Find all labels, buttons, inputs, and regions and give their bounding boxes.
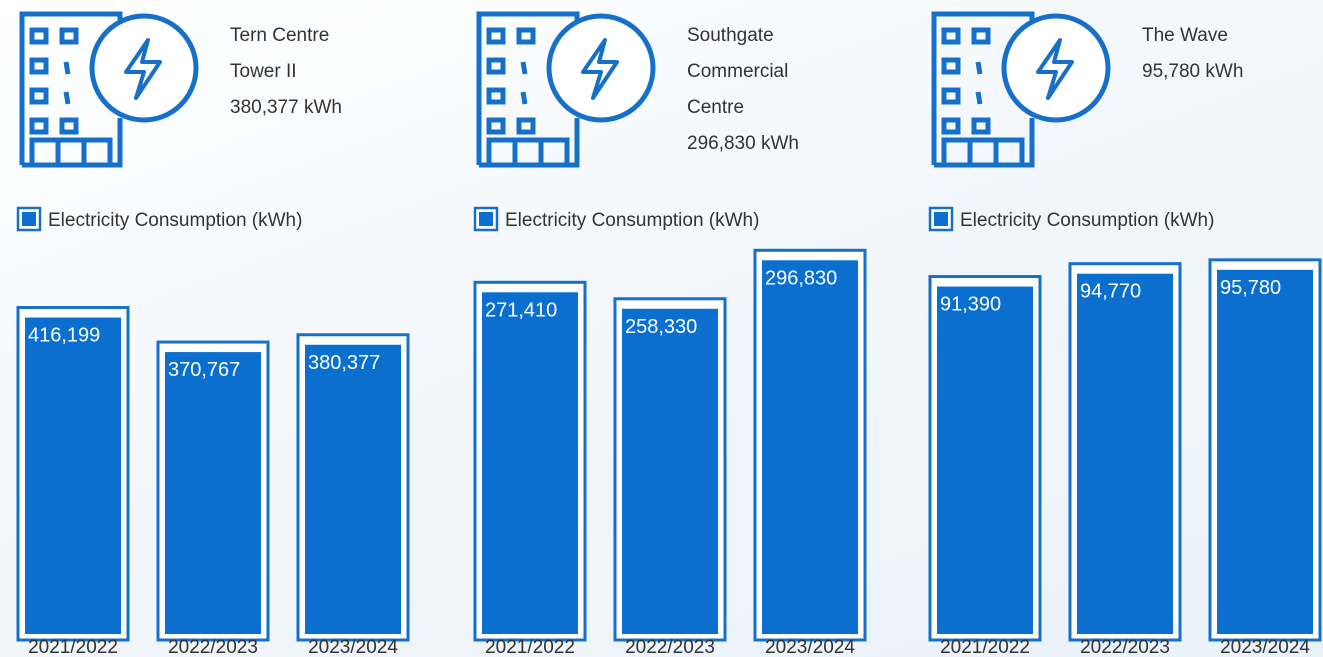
window: [971, 27, 991, 45]
window: [486, 27, 506, 45]
window: [520, 61, 528, 105]
lightning: [124, 38, 162, 100]
window: [941, 87, 961, 105]
x-tick-label: 2021/2022: [485, 637, 575, 657]
bar: [305, 344, 401, 634]
value-label: 91,390: [940, 294, 1001, 316]
value-label: 258,330: [625, 316, 697, 338]
value-label: 416,199: [28, 325, 100, 347]
x-tick-label: 2023/2024: [1220, 637, 1310, 657]
window: [941, 57, 961, 75]
legend-swatch: [934, 212, 948, 226]
window: [941, 27, 961, 45]
value-label: 271,410: [485, 299, 557, 321]
window: [29, 87, 49, 105]
value-label: 94,770: [1080, 281, 1141, 303]
building-name: The Wave: [1142, 25, 1228, 46]
window: [29, 27, 49, 45]
window: [486, 57, 506, 75]
value-label: 296,830: [765, 267, 837, 289]
icon-circle: [89, 13, 199, 123]
window: [29, 117, 49, 135]
building-outline: [934, 118, 1035, 168]
bar: [165, 352, 261, 634]
window: [59, 27, 79, 45]
value-label: 370,767: [168, 359, 240, 381]
value-label: 95,780: [1220, 277, 1281, 299]
legend-swatch: [22, 212, 36, 226]
bar: [762, 260, 858, 634]
window: [971, 117, 991, 135]
building-outline: [479, 118, 580, 168]
window: [59, 117, 79, 135]
window: [516, 27, 536, 45]
door: [941, 137, 1025, 165]
building-name: Southgate Commercial Centre: [687, 25, 789, 118]
value-label: 380,377: [308, 352, 380, 374]
bar: [1077, 273, 1173, 634]
window: [486, 117, 506, 135]
building-total: 296,830 kWh: [687, 133, 799, 154]
lightning: [1036, 38, 1074, 100]
x-tick-label: 2022/2023: [168, 637, 258, 657]
legend-label: Electricity Consumption (kWh): [505, 210, 759, 231]
building-total: 380,377 kWh: [230, 97, 342, 118]
window: [516, 117, 536, 135]
window: [486, 87, 506, 105]
window: [29, 57, 49, 75]
bar: [622, 308, 718, 634]
lightning: [581, 38, 619, 100]
building-icon: [931, 11, 1111, 168]
building-name: Tern Centre Tower II: [230, 25, 330, 82]
building-icon: [476, 11, 656, 168]
building-header: Southgate Commercial Centre 296,830 kWh: [687, 18, 827, 162]
icon-circle: [1001, 13, 1111, 123]
x-tick-label: 2023/2024: [765, 637, 855, 657]
bar: [482, 292, 578, 634]
building-icon: [19, 11, 199, 168]
x-tick-label: 2023/2024: [308, 637, 398, 657]
x-tick-label: 2022/2023: [1080, 637, 1170, 657]
window: [975, 61, 983, 105]
building-header: Tern Centre Tower II 380,377 kWh: [230, 18, 370, 126]
x-tick-label: 2022/2023: [625, 637, 715, 657]
x-tick-label: 2021/2022: [28, 637, 118, 657]
building-header: The Wave 95,780 kWh: [1142, 18, 1282, 90]
door: [486, 137, 570, 165]
legend-label: Electricity Consumption (kWh): [960, 210, 1214, 231]
legend-swatch: [479, 212, 493, 226]
bar: [1217, 269, 1313, 634]
building-total: 95,780 kWh: [1142, 61, 1244, 82]
bar: [937, 286, 1033, 634]
bar: [25, 317, 121, 634]
legend-label: Electricity Consumption (kWh): [48, 210, 302, 231]
icon-circle: [546, 13, 656, 123]
x-tick-label: 2021/2022: [940, 637, 1030, 657]
door: [29, 137, 113, 165]
window: [941, 117, 961, 135]
building-outline: [22, 118, 123, 168]
window: [63, 61, 71, 105]
